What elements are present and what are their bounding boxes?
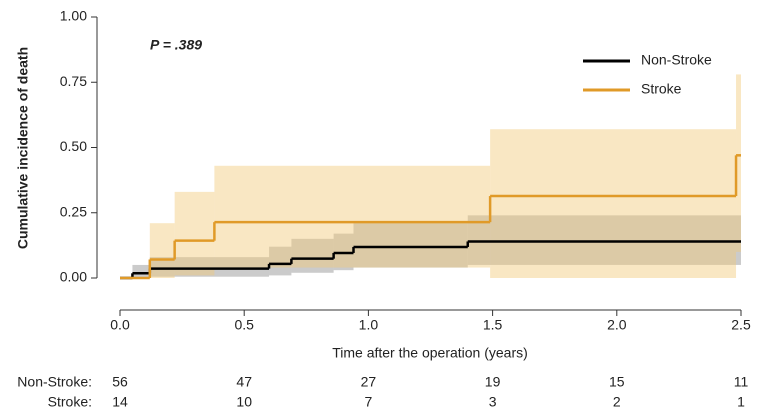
y-tick-label: 0.00: [60, 269, 87, 285]
risk-count: 2: [613, 394, 621, 410]
y-tick-label: 1.00: [60, 8, 87, 24]
p-value: P = .389: [150, 37, 202, 53]
x-tick-label: 0.0: [110, 317, 130, 333]
risk-count: 1: [737, 394, 745, 410]
y-tick-label: 0.75: [60, 73, 87, 89]
x-tick-label: 2.5: [731, 317, 751, 333]
risk-row-label: Stroke:: [48, 394, 92, 410]
risk-count: 11: [734, 374, 749, 390]
risk-count: 15: [609, 374, 625, 390]
confidence-band: [291, 238, 334, 273]
risk-count: 19: [485, 374, 501, 390]
risk-count: 14: [112, 394, 128, 410]
legend-label: Stroke: [641, 81, 682, 97]
risk-count: 47: [236, 374, 252, 390]
confidence-band: [353, 223, 468, 268]
x-axis-title: Time after the operation (years): [332, 345, 528, 361]
risk-count: 56: [112, 374, 128, 390]
legend-label: Non-Stroke: [641, 52, 712, 68]
x-tick-label: 2.0: [607, 317, 627, 333]
y-axis-title: Cumulative incidence of death: [15, 47, 31, 249]
risk-row-label: Non-Stroke:: [17, 374, 92, 390]
y-tick-label: 0.25: [60, 203, 87, 219]
confidence-band: [269, 246, 292, 276]
confidence-band: [736, 74, 741, 252]
confidence-band: [490, 129, 737, 278]
x-tick-label: 1.0: [359, 317, 379, 333]
risk-count: 3: [489, 394, 497, 410]
risk-count: 27: [361, 374, 377, 390]
confidence-band: [149, 257, 270, 277]
x-tick-label: 0.5: [234, 317, 254, 333]
confidence-band: [132, 264, 150, 278]
confidence-band: [174, 191, 215, 276]
risk-count: 7: [365, 394, 373, 410]
confidence-band: [467, 215, 741, 265]
y-tick-label: 0.50: [60, 138, 87, 154]
x-tick-label: 1.5: [483, 317, 503, 333]
risk-count: 10: [236, 394, 252, 410]
